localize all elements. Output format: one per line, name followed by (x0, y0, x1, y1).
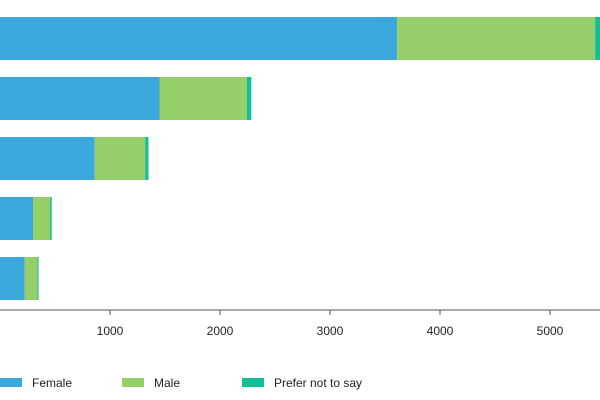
legend-label-male: Male (154, 376, 180, 390)
x-tick-label: 4000 (427, 324, 454, 338)
bars-group (0, 17, 600, 300)
bar-segment-prefer-not-to-say-1 (595, 17, 600, 60)
bar-segment-female-1 (0, 17, 398, 60)
legend-swatch-prefer-not-to-say (242, 378, 264, 387)
legend: Female Male Prefer not to say (0, 376, 362, 390)
bar-segment-male-3 (94, 137, 146, 180)
bar-segment-female-2 (0, 77, 160, 120)
legend-label-female: Female (32, 376, 72, 390)
x-axis-ticks: 1000 2000 3000 4000 5000 (97, 310, 564, 338)
legend-swatch-female (0, 378, 22, 387)
legend-swatch-male (122, 378, 144, 387)
bar-segment-male-2 (159, 77, 247, 120)
x-tick-label: 1000 (97, 324, 124, 338)
x-tick-label: 3000 (317, 324, 344, 338)
bar-segment-prefer-not-to-say-5 (37, 257, 39, 300)
legend-label-prefer-not-to-say: Prefer not to say (274, 376, 362, 390)
x-tick-label: 5000 (537, 324, 564, 338)
bar-segment-prefer-not-to-say-4 (50, 197, 52, 240)
bar-segment-female-5 (0, 257, 25, 300)
bar-segment-male-1 (397, 17, 596, 60)
bar-segment-male-5 (24, 257, 38, 300)
x-tick-label: 2000 (207, 324, 234, 338)
bar-segment-male-4 (33, 197, 51, 240)
bar-segment-female-3 (0, 137, 95, 180)
bar-segment-female-4 (0, 197, 33, 240)
bar-segment-prefer-not-to-say-2 (246, 77, 252, 120)
bar-segment-prefer-not-to-say-3 (145, 137, 149, 180)
